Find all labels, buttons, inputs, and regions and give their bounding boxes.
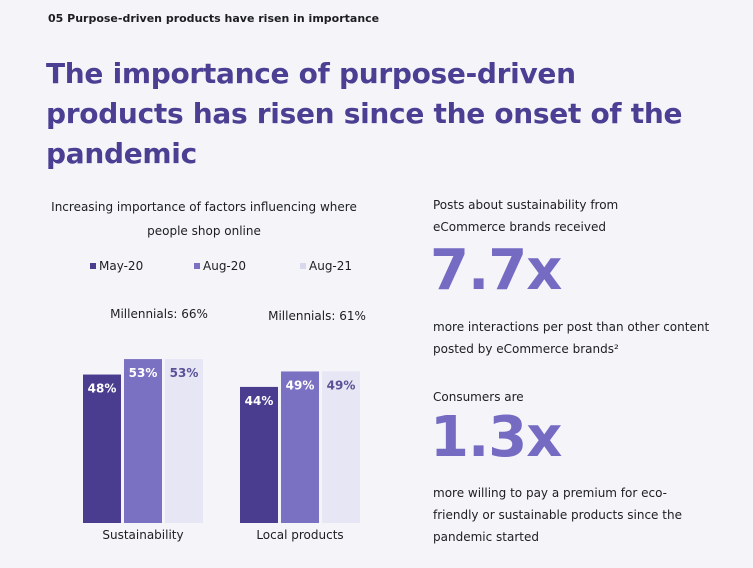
chart-legend: May-20 Aug-20 Aug-21: [90, 258, 352, 274]
bar-sustainability-aug-21: [165, 359, 203, 523]
stat-intro-posts: Posts about sustainability from eCommerc…: [433, 198, 619, 234]
group-note-local-products: Millennials: 61%: [268, 309, 366, 323]
bar-sustainability-may-20: [83, 374, 121, 523]
legend-label: May-20: [99, 259, 144, 273]
stat-desc-interactions: more interactions per post than other co…: [433, 320, 710, 356]
stat-value-7-7x: 7.7x: [430, 238, 562, 303]
legend-item-aug-20: Aug-20: [194, 258, 300, 274]
legend-swatch: [194, 263, 200, 269]
bar-sustainability-aug-20: [124, 359, 162, 523]
legend-item-may-20: May-20: [90, 258, 194, 274]
legend-label: Aug-21: [309, 259, 353, 273]
legend-swatch: [90, 263, 96, 269]
stat-value-1-3x: 1.3x: [430, 405, 562, 470]
bar-data-label: 49%: [286, 378, 315, 392]
bar-local-products-aug-20: [281, 371, 319, 523]
bar-data-label: 44%: [245, 394, 274, 408]
bar-local-products-aug-21: [322, 371, 360, 523]
section-kicker: 05 Purpose-driven products have risen in…: [48, 12, 380, 25]
category-label: Sustainability: [102, 528, 183, 542]
bar-data-label: 53%: [170, 366, 199, 380]
page-headline: The importance of purpose-driven product…: [46, 57, 683, 170]
chart-title: Increasing importance of factors influen…: [51, 200, 357, 238]
bar-data-label: 48%: [88, 382, 117, 396]
legend-item-aug-21: Aug-21: [300, 258, 352, 274]
stat-intro-consumers: Consumers are: [433, 390, 524, 404]
bar-data-label: 49%: [327, 378, 356, 392]
stat-desc-premium: more willing to pay a premium for eco-fr…: [433, 486, 682, 544]
category-label: Local products: [256, 528, 343, 542]
legend-swatch: [300, 263, 306, 269]
legend-label: Aug-20: [203, 259, 247, 273]
group-note-sustainability: Millennials: 66%: [110, 307, 208, 321]
bar-data-label: 53%: [129, 366, 158, 380]
bar-local-products-may-20: [240, 386, 278, 523]
